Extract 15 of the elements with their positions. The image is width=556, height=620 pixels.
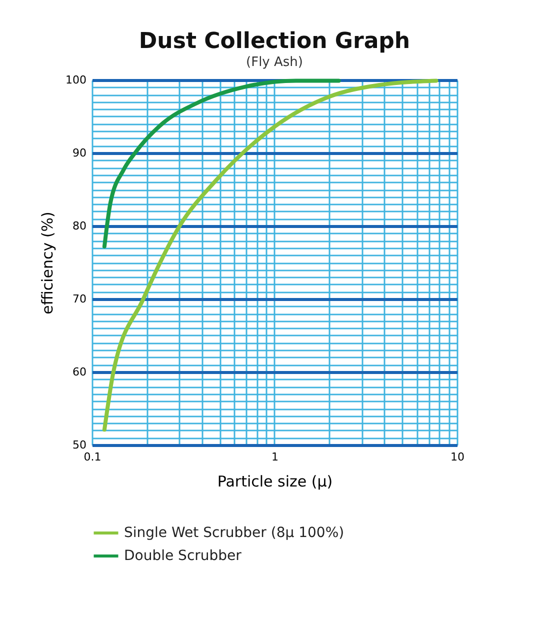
- y-tick-label: 70: [72, 292, 86, 306]
- legend-label: Double Scrubber: [124, 548, 242, 564]
- x-tick-label: 0.1: [84, 450, 102, 464]
- legend-label: Single Wet Scrubber (8μ 100%): [124, 525, 344, 541]
- x-tick-label: 1: [272, 450, 278, 464]
- x-tick-label: 10: [450, 450, 464, 464]
- x-axis-title: Particle size (μ): [217, 472, 333, 490]
- y-tick-label: 80: [72, 220, 86, 232]
- chart-subtitle: (Fly Ash): [246, 55, 303, 70]
- chart-title: Dust Collection Graph: [138, 29, 410, 54]
- y-tick-label: 60: [72, 366, 86, 378]
- y-tick-label: 90: [72, 146, 86, 160]
- y-tick-label: 50: [72, 438, 86, 452]
- y-axis-title: efficiency (%): [38, 212, 57, 314]
- y-tick-label: 100: [66, 74, 86, 86]
